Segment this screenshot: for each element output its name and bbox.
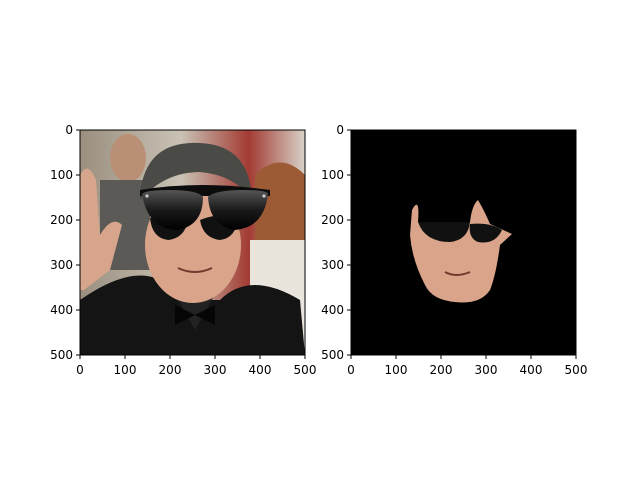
x-tick-label: 100: [385, 363, 408, 377]
y-tick-label: 100: [321, 168, 344, 182]
x-tick-label: 400: [249, 363, 272, 377]
y-tick-label: 500: [50, 348, 73, 362]
x-tick-label: 500: [294, 363, 317, 377]
right-image-panel: [351, 130, 576, 355]
bow-tie: [175, 305, 215, 325]
right-lens: [208, 190, 268, 230]
x-tick-label: 200: [159, 363, 182, 377]
masked-mouth: [444, 271, 471, 276]
background-person-face: [110, 134, 146, 182]
right-axes-frame: [350, 129, 577, 356]
raised-hand: [80, 168, 122, 290]
x-tick-label: 0: [76, 363, 84, 377]
y-tick-label: 0: [336, 123, 344, 137]
y-tick-label: 500: [321, 348, 344, 362]
hair: [140, 142, 252, 200]
x-tick-label: 300: [475, 363, 498, 377]
sunglasses-overlay: [140, 185, 270, 230]
x-tick-label: 100: [114, 363, 137, 377]
y-tick-label: 300: [321, 258, 344, 272]
x-tick-label: 400: [520, 363, 543, 377]
x-tick-label: 0: [347, 363, 355, 377]
mouth: [177, 267, 213, 273]
masked-sunglasses: [418, 222, 502, 243]
x-tick-label: 500: [565, 363, 588, 377]
left-axes-frame: [79, 129, 306, 356]
background-woman-hair: [255, 162, 305, 240]
y-tick-label: 200: [50, 213, 73, 227]
y-tick-label: 100: [50, 168, 73, 182]
y-tick-label: 0: [65, 123, 73, 137]
x-tick-label: 200: [430, 363, 453, 377]
x-tick-label: 300: [204, 363, 227, 377]
left-lens: [142, 190, 203, 230]
y-tick-label: 200: [321, 213, 344, 227]
y-tick-label: 300: [50, 258, 73, 272]
left-image-panel: [80, 130, 305, 355]
y-tick-label: 400: [321, 303, 344, 317]
y-tick-label: 400: [50, 303, 73, 317]
